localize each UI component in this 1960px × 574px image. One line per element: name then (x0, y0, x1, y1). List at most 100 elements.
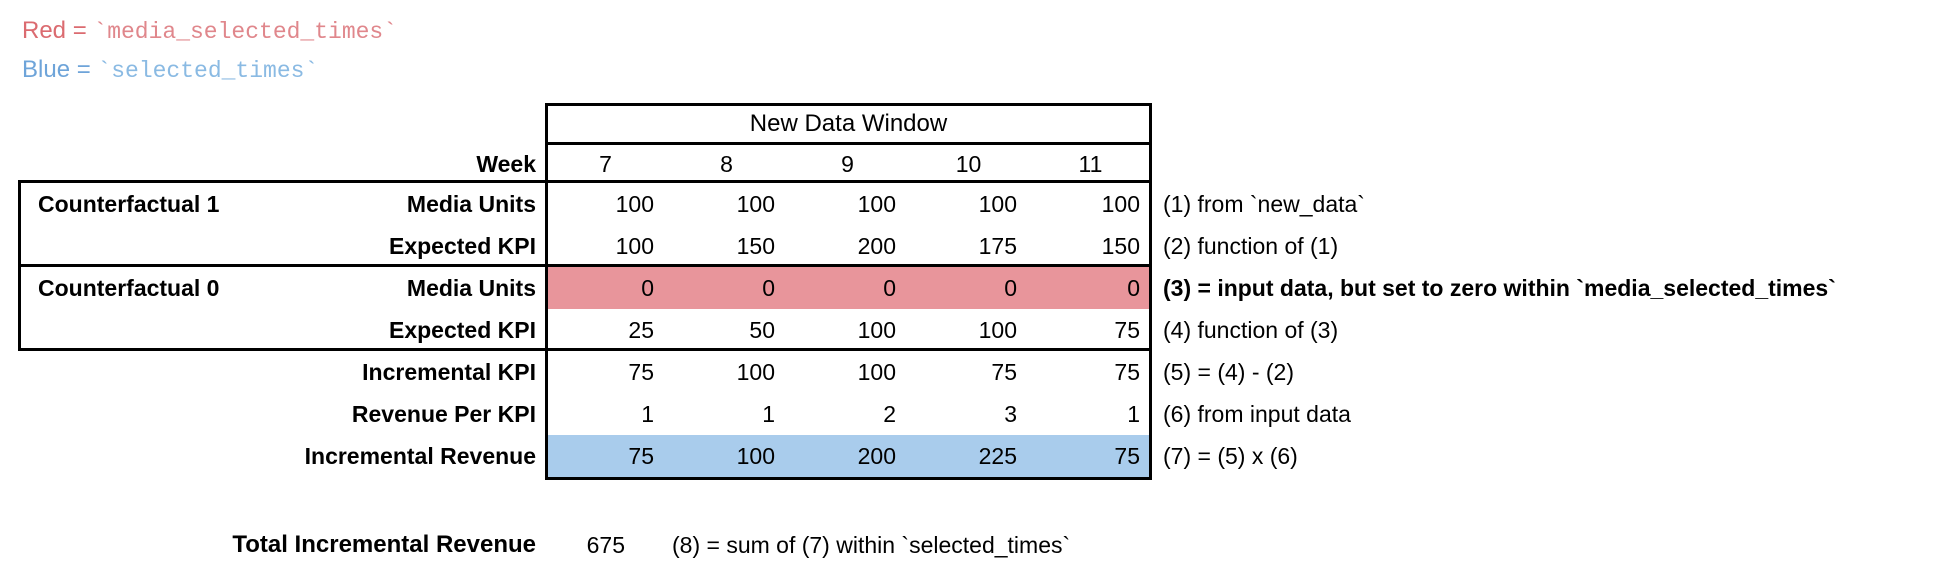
row-annotation: (7) = (5) x (6) (1163, 442, 1298, 469)
week-row: Week 7 8 9 10 11 (18, 145, 1942, 183)
legend-blue-label: Blue (22, 56, 71, 83)
table-row-expected-kpi-cf1: Expected KPI 100 150 200 175 150 (2) fun… (18, 225, 1942, 267)
table-row-revenue-per-kpi: Revenue Per KPI 1 1 2 3 1 (6) from input… (18, 393, 1942, 435)
data-cell: 25 (628, 316, 654, 343)
table-row-incremental-kpi: Incremental KPI 75 100 100 75 75 (5) = (… (18, 351, 1942, 393)
legend-blue-equals: = (70, 56, 98, 83)
table-row-media-units-cf1: Counterfactual 1 Media Units 100 100 100 … (18, 183, 1942, 225)
total-annotation: (8) = sum of (7) within `selected_times` (672, 532, 1071, 558)
header-row: New Data Window (18, 103, 1942, 145)
data-cell: 1 (641, 400, 654, 427)
row-annotation: (6) from input data (1163, 400, 1351, 427)
legend-blue-line: Blue = `selected_times` (22, 51, 397, 90)
data-cell: 100 (615, 232, 654, 259)
data-cell: 75 (1114, 316, 1140, 343)
row-label: Media Units (406, 190, 536, 217)
data-cell: 2 (883, 400, 896, 427)
counterfactual-1-label: Counterfactual 1 (38, 190, 220, 217)
data-cell: 75 (991, 358, 1017, 385)
row-label-cell: Incremental KPI (18, 351, 545, 393)
data-cell: 50 (749, 316, 775, 343)
legend-red-code: `media_selected_times` (93, 19, 398, 45)
data-cell: 75 (1114, 358, 1140, 385)
data-cell: 1 (1127, 400, 1140, 427)
row-label: Incremental Revenue (304, 442, 536, 469)
legend-red-line: Red = `media_selected_times` (22, 12, 397, 51)
week-right-spacer (1152, 145, 1942, 183)
row-label: Expected KPI (389, 232, 536, 259)
data-table-border (545, 103, 1152, 480)
data-cell: 200 (857, 442, 896, 469)
row-annotation: (3) = input data, but set to zero within… (1163, 274, 1836, 301)
row-annotation: (5) = (4) - (2) (1163, 358, 1294, 385)
data-cell: 200 (857, 232, 896, 259)
row-label: Revenue Per KPI (351, 400, 536, 427)
data-cell: 100 (978, 316, 1017, 343)
data-cell: 100 (736, 358, 775, 385)
total-label: Total Incremental Revenue (232, 531, 536, 558)
row-label-cell: Revenue Per KPI (18, 393, 545, 435)
data-cell: 100 (736, 190, 775, 217)
week-header-10: 10 (955, 150, 982, 177)
data-cell: 0 (883, 274, 896, 301)
row-annotation: (4) function of (3) (1163, 316, 1339, 343)
week-label-cell: Week (18, 145, 545, 183)
week-header-9: 9 (841, 150, 854, 177)
row-label: Media Units (406, 274, 536, 301)
week-label: Week (476, 150, 536, 177)
data-cell: 150 (736, 232, 775, 259)
total-row: Total Incremental Revenue 675 (8) = sum … (0, 528, 1960, 562)
data-cell: 100 (1101, 190, 1140, 217)
week-header-8: 8 (720, 150, 733, 177)
legend-blue-code: `selected_times` (97, 58, 319, 84)
divider-between-counterfactuals (18, 264, 1152, 267)
counterfactual-0-label: Counterfactual 0 (38, 274, 220, 301)
table-title: New Data Window (749, 110, 948, 137)
selected-times-highlight (548, 435, 1149, 477)
data-cell: 0 (1004, 274, 1017, 301)
legend: Red = `media_selected_times` Blue = `sel… (22, 12, 397, 90)
week-header-11: 11 (1078, 150, 1103, 177)
data-cell: 225 (978, 442, 1017, 469)
legend-red-equals: = (66, 17, 94, 44)
legend-red-label: Red (22, 17, 67, 44)
divider-below-header (545, 142, 1152, 145)
row-label: Incremental KPI (362, 358, 536, 385)
divider-below-counterfactual-0 (545, 348, 1152, 351)
row-annotation: (2) function of (1) (1163, 232, 1339, 259)
data-cell: 100 (857, 358, 896, 385)
table-row-expected-kpi-cf0: Expected KPI 25 50 100 100 75 (4) functi… (18, 309, 1942, 351)
table-row-media-units-cf0: Counterfactual 0 Media Units 0 0 0 0 0 (3… (18, 267, 1942, 309)
media-selected-times-highlight (548, 267, 1149, 309)
week-header-7: 7 (599, 150, 612, 177)
data-cell: 0 (1127, 274, 1140, 301)
data-cell: 1 (762, 400, 775, 427)
row-label-cell: Expected KPI (18, 309, 545, 351)
row-annotation: (1) from `new_data` (1163, 190, 1365, 217)
data-cell: 100 (857, 316, 896, 343)
data-cell: 3 (1004, 400, 1017, 427)
data-cell: 100 (978, 190, 1017, 217)
header-left-spacer (18, 103, 545, 145)
data-cell: 75 (628, 358, 654, 385)
row-label-cell: Incremental Revenue (18, 435, 545, 477)
row-label: Expected KPI (389, 316, 536, 343)
table: New Data Window Week 7 8 9 10 11 Counter… (18, 103, 1942, 477)
data-cell: 100 (857, 190, 896, 217)
row-label-cell: Counterfactual 1 Media Units (18, 183, 545, 225)
row-label-cell: Expected KPI (18, 225, 545, 267)
total-value: 675 (586, 532, 625, 558)
table-row-incremental-revenue: Incremental Revenue 75 100 200 225 75 (7… (18, 435, 1942, 477)
data-cell: 75 (1114, 442, 1140, 469)
data-cell: 0 (641, 274, 654, 301)
data-cell: 0 (762, 274, 775, 301)
data-cell: 150 (1101, 232, 1140, 259)
divider-below-week-row (545, 180, 1152, 183)
data-cell: 100 (736, 442, 775, 469)
data-cell: 75 (628, 442, 654, 469)
row-label-cell: Counterfactual 0 Media Units (18, 267, 545, 309)
data-cell: 100 (615, 190, 654, 217)
data-cell: 175 (978, 232, 1017, 259)
header-right-spacer (1152, 103, 1942, 145)
